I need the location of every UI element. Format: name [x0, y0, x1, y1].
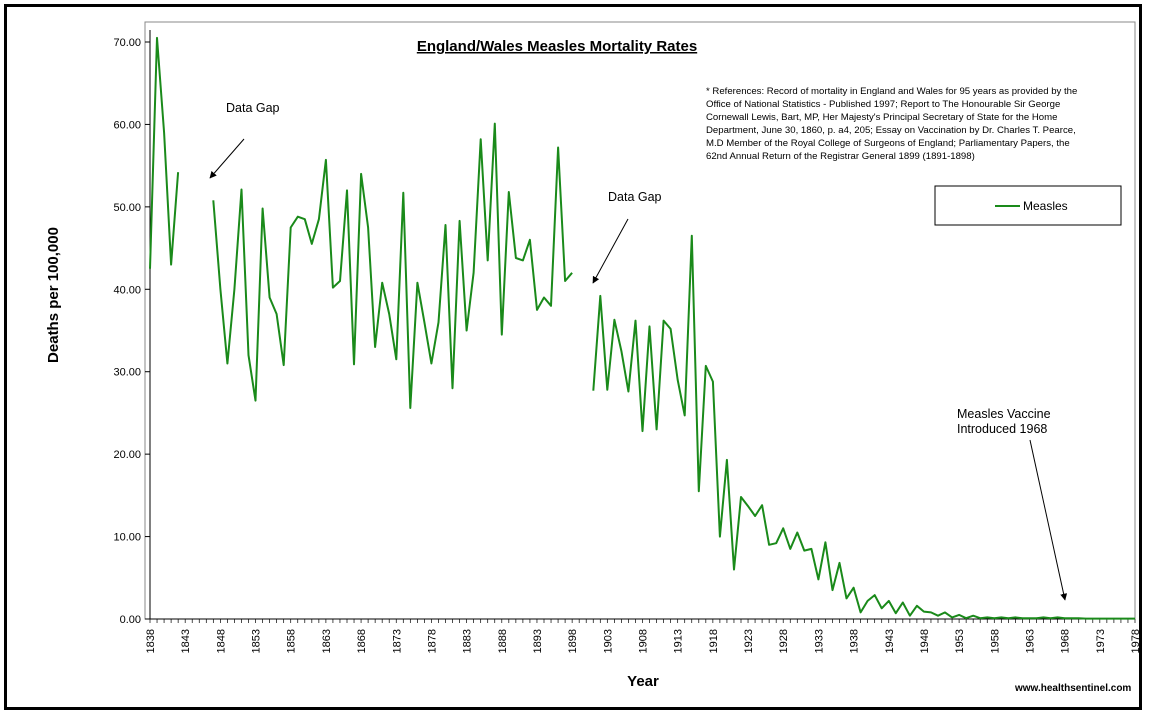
- x-tick-label: 1908: [638, 629, 650, 653]
- annotation-arrow: [1029, 439, 1068, 601]
- annotation-data-gap-1-label: Data Gap: [226, 101, 280, 115]
- x-tick-label: 1843: [180, 629, 192, 653]
- x-tick-label: 1953: [954, 629, 966, 653]
- credit-text: www.healthsentinel.com: [1014, 683, 1131, 694]
- chart-title: England/Wales Measles Mortality Rates: [417, 38, 697, 55]
- x-tick-label: 1928: [778, 629, 790, 653]
- reference-line: Department, June 30, 1860, p. a4, 205; E…: [706, 125, 1076, 136]
- x-tick-label: 1863: [321, 629, 333, 653]
- annotation-data-gap-1: Data Gap: [209, 101, 280, 179]
- x-tick-label: 1923: [743, 629, 755, 653]
- x-tick-label: 1943: [884, 629, 896, 653]
- y-tick-label: 70.00: [113, 37, 141, 49]
- y-tick-label: 60.00: [113, 119, 141, 131]
- reference-line: 62nd Annual Return of the Registrar Gene…: [706, 151, 975, 162]
- y-tick-group: 0.00 10.00 20.00 30.00 40.00 50.00 60.00 70.00: [113, 37, 150, 626]
- x-tick-label: 1968: [1060, 629, 1072, 653]
- series-group: [149, 36, 1135, 620]
- reference-line: M.D Member of the Royal College of Surge…: [706, 138, 1070, 149]
- x-tick-label: 1913: [673, 629, 685, 653]
- annotation-data-gap-2: Data Gap: [592, 190, 662, 284]
- annotation-vaccine: Measles Vaccine Introduced 1968: [957, 407, 1068, 601]
- x-tick-label: 1898: [567, 629, 579, 653]
- x-tick-label: 1848: [215, 629, 227, 653]
- x-tick-label: 1883: [462, 629, 474, 653]
- y-tick-label: 20.00: [113, 449, 141, 461]
- y-tick-label: 0.00: [120, 614, 141, 626]
- legend-box: [934, 185, 1122, 226]
- x-tick-label: 1858: [286, 629, 298, 653]
- legend: Measles: [934, 185, 1122, 226]
- x-axis-label: Year: [627, 673, 659, 690]
- x-tick-label: 1888: [497, 629, 509, 653]
- annotation-arrow: [592, 218, 629, 284]
- y-tick-label: 40.00: [113, 284, 141, 296]
- references-note: * References: Record of mortality in Eng…: [706, 86, 1077, 162]
- reference-line: Cornewall Lewis, Bart, MP, Her Majesty's…: [706, 112, 1057, 123]
- x-tick-label: 1948: [919, 629, 931, 653]
- x-tick-label: 1853: [251, 629, 263, 653]
- x-tick-label: 1893: [532, 629, 544, 653]
- annotation-arrow: [209, 138, 245, 179]
- x-tick-label: 1873: [391, 629, 403, 653]
- y-tick-label: 30.00: [113, 367, 141, 379]
- chart-frame: [4, 4, 1142, 710]
- x-tick-label: 1933: [813, 629, 825, 653]
- x-tick-label: 1878: [426, 629, 438, 653]
- series-line-measles: [592, 234, 1135, 620]
- x-tick-label: 1868: [356, 629, 368, 653]
- legend-label-measles: Measles: [1023, 199, 1068, 213]
- y-tick-label: 50.00: [113, 202, 141, 214]
- x-tick-group: 1838 1843 1848 1853 1858 1863 1868 1873 1878 1883…: [145, 619, 1142, 653]
- reference-line: * References: Record of mortality in Eng…: [706, 86, 1077, 97]
- x-tick-label: 1963: [1024, 629, 1036, 653]
- y-axis-label: Deaths per 100,000: [45, 227, 62, 363]
- annotation-vaccine-line2: Introduced 1968: [957, 422, 1047, 436]
- y-tick-label: 10.00: [113, 532, 141, 544]
- series-line-measles: [149, 36, 180, 269]
- x-tick-label: 1978: [1130, 629, 1142, 653]
- x-tick-label: 1838: [145, 629, 157, 653]
- series-line-measles: [212, 122, 573, 409]
- annotation-data-gap-2-label: Data Gap: [608, 190, 662, 204]
- x-tick-label: 1973: [1095, 629, 1107, 653]
- x-tick-label: 1938: [849, 629, 861, 653]
- x-tick-label: 1918: [708, 629, 720, 653]
- reference-line: Office of National Statistics - Publishe…: [706, 99, 1060, 110]
- x-tick-label: 1958: [989, 629, 1001, 653]
- annotation-vaccine-line1: Measles Vaccine: [957, 407, 1051, 421]
- x-tick-label: 1903: [602, 629, 614, 653]
